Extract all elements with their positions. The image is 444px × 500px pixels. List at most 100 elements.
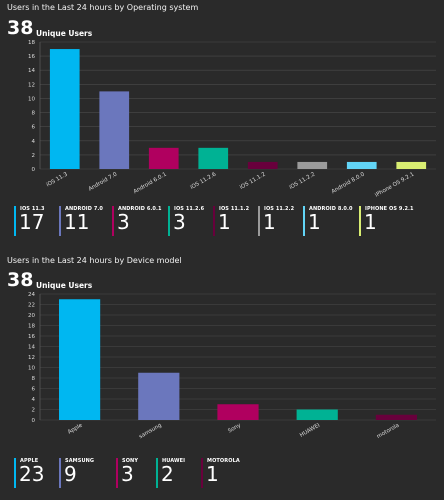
device-legend-value: 23 — [19, 462, 45, 486]
device-legend-value: 1 — [206, 462, 219, 486]
os-x-tick-label: iPhone OS 9.2.1 — [374, 172, 415, 199]
os-x-tick-label: iOS 11.2.6 — [189, 171, 217, 191]
os-bar[interactable] — [148, 147, 179, 169]
device-panel-title: Users in the Last 24 hours by Device mod… — [7, 256, 182, 265]
device-x-tick-label: HUAWEI — [299, 422, 322, 438]
device-bar[interactable] — [59, 299, 101, 420]
os-bar[interactable] — [346, 161, 377, 169]
os-legend-value: 1 — [218, 210, 231, 234]
device-legend-label: APPLE — [20, 458, 39, 464]
os-legend-value: 1 — [308, 210, 321, 234]
device-x-tick-label: Apple — [67, 422, 84, 435]
device-legend-label: MOTOROLA — [207, 458, 240, 464]
os-unique-count: 38 — [7, 17, 34, 39]
device-y-tick-label: 16 — [28, 334, 35, 340]
device-legend-item[interactable]: APPLE 23 — [14, 458, 59, 490]
os-y-axis: 0 2 4 6 8 10 12 14 16 18 — [28, 40, 436, 173]
device-legend-swatch — [59, 458, 61, 488]
os-legend-label: ANDROID 6.0.1 — [118, 206, 162, 212]
os-legend-label: IPHONE OS 9.2.1 — [365, 206, 414, 212]
os-y-tick-label: 4 — [32, 139, 36, 145]
device-y-tick-label: 20 — [28, 313, 35, 319]
device-legend-swatch — [14, 458, 16, 488]
os-y-tick-label: 2 — [32, 153, 36, 159]
os-legend-item[interactable]: ANDROID 7.0 11 — [59, 206, 112, 238]
device-bar[interactable] — [217, 404, 259, 420]
device-y-tick-label: 10 — [28, 366, 35, 372]
device-legend-swatch — [156, 458, 158, 488]
os-bar-chart: 0 2 4 6 8 10 12 14 16 18 iOS 11.3 Android 7.0 Androi… — [28, 40, 436, 199]
os-bar[interactable] — [99, 91, 130, 169]
device-legend-value: 2 — [161, 462, 174, 486]
device-y-tick-label: 22 — [28, 303, 35, 309]
device-legend-item[interactable]: MOTOROLA 1 — [201, 458, 261, 490]
device-legend-label: HUAWEI — [162, 458, 186, 464]
os-panel-title: Users in the Last 24 hours by Operating … — [7, 3, 199, 12]
device-y-tick-label: 24 — [28, 292, 35, 298]
device-y-tick-label: 8 — [32, 376, 36, 382]
os-bar[interactable] — [297, 161, 328, 169]
os-legend-value: 11 — [64, 210, 90, 234]
os-legend-item[interactable]: ANDROID 8.0.0 1 — [303, 206, 359, 238]
device-legend-item[interactable]: SAMSUNG 9 — [59, 458, 116, 490]
os-legend-value: 3 — [117, 210, 130, 234]
device-y-tick-label: 18 — [28, 324, 35, 330]
os-panel: Users in the Last 24 hours by Operating … — [7, 3, 436, 238]
os-legend-label: IOS 11.2.2 — [264, 206, 295, 212]
os-x-tick-label: iOS 11.2.2 — [288, 172, 316, 191]
os-unique-label: Unique Users — [36, 29, 93, 38]
device-unique-count: 38 — [7, 269, 34, 291]
os-y-tick-label: 12 — [28, 82, 35, 88]
os-bar[interactable] — [396, 161, 427, 169]
os-x-tick-label: Android 6.0.1 — [133, 172, 168, 196]
os-legend-item[interactable]: IPHONE OS 9.2.1 1 — [359, 206, 419, 238]
device-legend-swatch — [201, 458, 203, 488]
os-legend: IOS 11.3 17 ANDROID 7.0 11 ANDROID 6.0.1 3 IOS… — [14, 206, 419, 238]
os-legend-value: 1 — [263, 210, 276, 234]
device-legend-item[interactable]: HUAWEI 2 — [156, 458, 201, 490]
os-legend-item[interactable]: IOS 11.3 17 — [14, 206, 59, 238]
os-y-tick-label: 18 — [28, 40, 35, 46]
device-legend-item[interactable]: SONY 3 — [116, 458, 156, 490]
os-legend-swatch — [213, 206, 215, 236]
device-y-tick-label: 14 — [28, 345, 35, 351]
os-legend-label: IOS 11.3 — [20, 206, 45, 212]
os-legend-label: IOS 11.2.6 — [174, 206, 205, 212]
device-bar[interactable] — [138, 372, 180, 420]
os-bar[interactable] — [198, 147, 229, 169]
device-legend-value: 9 — [64, 462, 77, 486]
os-legend-value: 17 — [19, 210, 45, 234]
device-legend-swatch — [116, 458, 118, 488]
os-legend-value: 1 — [364, 210, 377, 234]
os-y-tick-label: 14 — [28, 68, 35, 74]
os-legend-item[interactable]: ANDROID 6.0.1 3 — [112, 206, 168, 238]
os-legend-swatch — [112, 206, 114, 236]
device-legend: APPLE 23 SAMSUNG 9 SONY 3 HUAWEI 2 MOTOROLA 1 — [14, 458, 261, 490]
os-legend-swatch — [168, 206, 170, 236]
os-legend-swatch — [258, 206, 260, 236]
os-legend-swatch — [303, 206, 305, 236]
device-legend-label: SONY — [122, 458, 139, 464]
os-legend-label: ANDROID 8.0.0 — [309, 206, 353, 212]
os-legend-label: IOS 11.1.2 — [219, 206, 250, 212]
device-legend-value: 3 — [121, 462, 134, 486]
device-y-tick-label: 2 — [32, 408, 36, 414]
device-panel: Users in the Last 24 hours by Device mod… — [0, 250, 444, 500]
os-y-tick-label: 10 — [28, 96, 35, 102]
device-x-tick-label: motorola — [376, 423, 400, 441]
os-x-tick-label: Android 7.0 — [88, 171, 119, 192]
device-bar[interactable] — [375, 414, 417, 420]
os-bar[interactable] — [247, 161, 278, 169]
os-legend-item[interactable]: IOS 11.2.2 1 — [258, 206, 303, 238]
os-legend-label: ANDROID 7.0 — [65, 206, 104, 212]
os-legend-item[interactable]: IOS 11.1.2 1 — [213, 206, 258, 238]
device-unique-label: Unique Users — [36, 281, 93, 290]
device-legend-label: SAMSUNG — [65, 458, 95, 464]
os-legend-swatch — [59, 206, 61, 236]
os-legend-swatch — [14, 206, 16, 236]
device-bar[interactable] — [296, 409, 338, 421]
os-legend-item[interactable]: IOS 11.2.6 3 — [168, 206, 213, 238]
os-y-tick-label: 16 — [28, 54, 35, 60]
os-bar[interactable] — [49, 49, 80, 169]
device-x-tick-label: Sony — [227, 422, 242, 434]
